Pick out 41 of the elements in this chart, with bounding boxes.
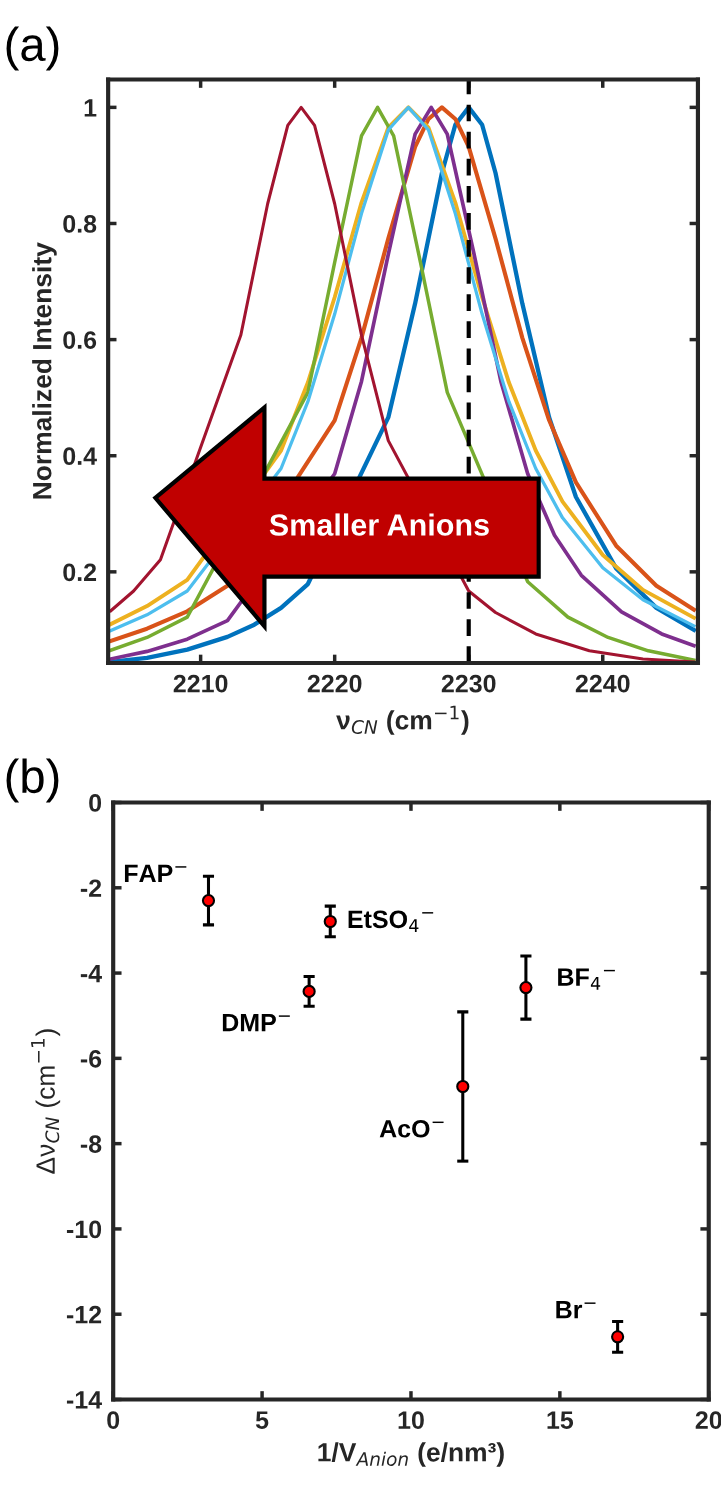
point [323,914,337,929]
y-tick-label: 0.6 [63,331,97,349]
point [611,1330,625,1344]
y-tick-label: 0.4 [63,447,97,466]
annotation: FAP$^{−}$ [124,864,187,882]
y-tick-label: -10 [66,1220,102,1239]
annotation: AcO$^{−}$ [379,1119,444,1138]
x-tick-label: 0 [107,1411,120,1429]
x-tick-label: 2230 [441,674,496,693]
x-tick-label: 2210 [173,674,228,693]
y-tick-label: -8 [80,1135,102,1153]
x-tick-label: 20 [695,1411,721,1429]
x-tick-label: 15 [547,1411,574,1429]
annotation: BF$_{4}$$^{−}$ [558,968,615,990]
y-tick-label: 0.2 [63,563,97,582]
y-tick-label: -12 [66,1305,102,1324]
y-tick-label: 1 [84,99,97,117]
x-axis-title: ν$_{CN}$ (cm$^{−1}$) [336,705,469,735]
point [201,893,216,908]
y-tick-label: 0 [89,794,102,812]
point [519,980,533,995]
text: (a) [6,26,59,71]
y-tick-label: -2 [80,879,102,897]
annotation: DMP$^{−}$ [222,1013,290,1032]
y-axis-title: Δν$_{CN}$ (cm$^{−1}$) [31,1029,61,1174]
x-tick-label: 2240 [575,674,630,693]
x-tick-label: 2220 [307,674,362,693]
annotation: Br$^{−}$ [556,1301,596,1319]
x-tick-label: 5 [255,1411,269,1429]
x-tick-label: 10 [398,1411,424,1429]
annotation: EtSO$_{4}$$^{−}$ [348,910,434,932]
y-tick-label: -4 [80,964,102,983]
annotation: Smaller Anions [269,513,489,536]
y-tick-label: -14 [66,1391,102,1409]
point [302,984,316,998]
y-tick-label: 0.8 [63,215,97,233]
y-tick-label: -6 [80,1049,102,1068]
point [456,1079,470,1094]
x-axis-title: 1/V$_{Anion}$ (e/nm³) [318,1442,504,1467]
text: (b) [6,758,59,803]
y-axis-title: Normalized Intensity [32,242,57,499]
